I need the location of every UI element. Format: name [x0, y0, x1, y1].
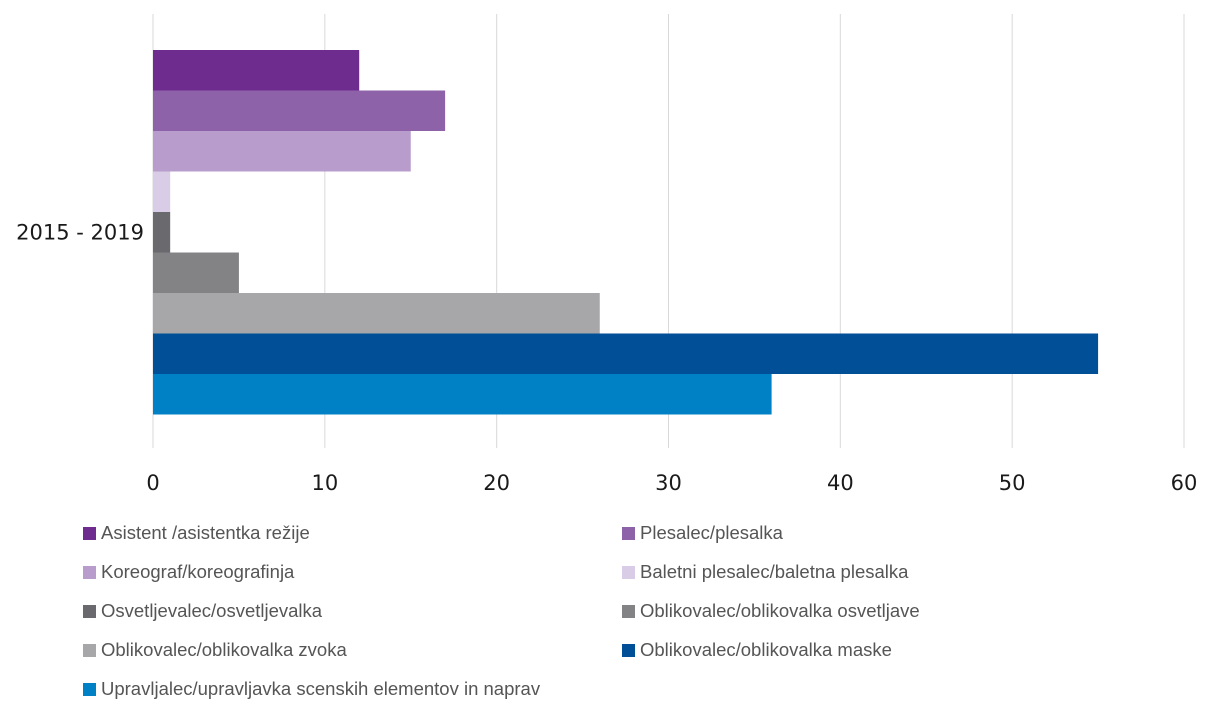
legend-item: Upravljalec/upravljavka scenskih element…: [83, 678, 540, 700]
legend-swatch: [83, 682, 96, 696]
legend-item: Oblikovalec/oblikovalka zvoka: [83, 639, 347, 661]
legend-label: Oblikovalec/oblikovalka osvetljave: [640, 600, 920, 621]
bar-series-0: [153, 50, 360, 91]
legend-item: Baletni plesalec/baletna plesalka: [622, 561, 908, 583]
legend-swatch: [83, 604, 96, 618]
legend-swatch: [83, 565, 96, 579]
bar-series-7: [153, 333, 1099, 374]
bar-series-6: [153, 293, 600, 334]
legend-swatch: [83, 643, 96, 657]
x-tick-label: 50: [999, 471, 1026, 495]
x-tick-label: 20: [483, 471, 510, 495]
x-tick-label: 0: [146, 471, 159, 495]
legend-label: Upravljalec/upravljavka scenskih element…: [101, 678, 541, 699]
legend-label: Oblikovalec/oblikovalka maske: [640, 639, 892, 660]
legend-label: Oblikovalec/oblikovalka zvoka: [101, 639, 347, 660]
x-tick-label: 30: [655, 471, 682, 495]
legend-swatch: [622, 604, 635, 618]
bar-series-3: [153, 171, 171, 212]
x-tick-label: 40: [827, 471, 854, 495]
legend-item: Koreograf/koreografinja: [83, 561, 294, 583]
bar-series-2: [153, 131, 411, 172]
legend-item: Asistent /asistentka režije: [83, 522, 310, 544]
legend-swatch: [622, 526, 635, 540]
bar-series-1: [153, 90, 446, 131]
y-category-label: 2015 - 2019: [16, 220, 144, 244]
x-tick-label: 10: [311, 471, 338, 495]
x-axis-ticks: 0 10 20 30 40 50 60: [146, 471, 1197, 495]
legend: Asistent /asistentka režije Plesalec/ples…: [83, 522, 1183, 722]
legend-label: Osvetljevalec/osvetljevalka: [101, 600, 323, 621]
y-axis-categories: 2015 - 2019: [16, 220, 144, 244]
legend-label: Koreograf/koreografinja: [101, 561, 295, 582]
legend-swatch: [622, 643, 635, 657]
legend-label: Asistent /asistentka režije: [101, 522, 310, 543]
legend-item: Oblikovalec/oblikovalka osvetljave: [622, 600, 920, 622]
x-tick-label: 60: [1171, 471, 1198, 495]
bars: [153, 50, 1099, 415]
legend-swatch: [83, 526, 96, 540]
legend-label: Baletni plesalec/baletna plesalka: [640, 561, 909, 582]
legend-swatch: [622, 565, 635, 579]
legend-item: Oblikovalec/oblikovalka maske: [622, 639, 892, 661]
bar-series-5: [153, 252, 239, 293]
legend-item: Osvetljevalec/osvetljevalka: [83, 600, 322, 622]
bar-series-4: [153, 212, 171, 253]
bar-chart-plot: 0 10 20 30 40 50 60 2015 - 2019: [16, 14, 1197, 495]
legend-label: Plesalec/plesalka: [640, 522, 783, 543]
legend-item: Plesalec/plesalka: [622, 522, 783, 544]
bar-series-8: [153, 374, 772, 415]
